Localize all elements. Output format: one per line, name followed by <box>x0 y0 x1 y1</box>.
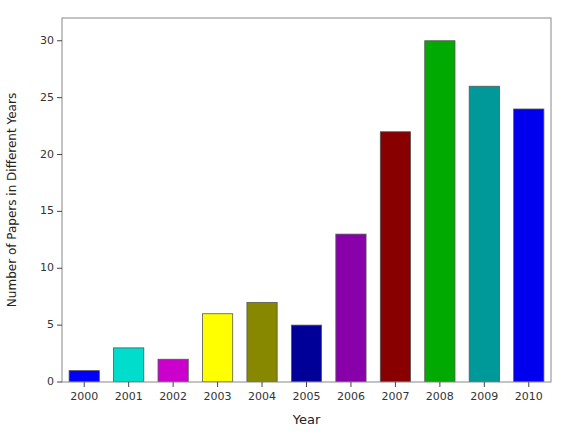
bar <box>69 371 99 382</box>
chart-container: 0 5 10 15 20 25 30 2000 2001 2002 2003 2004 2005 2006… <box>0 0 567 434</box>
y-tick-label: 0 <box>47 375 54 388</box>
bar <box>291 325 321 382</box>
y-tick-label: 20 <box>40 148 54 161</box>
x-tick <box>528 382 529 387</box>
x-tick-label: 2003 <box>204 390 232 403</box>
x-tick-label: 2006 <box>337 390 365 403</box>
y-tick <box>57 382 62 383</box>
bar <box>202 314 232 382</box>
x-tick <box>306 382 307 387</box>
x-tick <box>350 382 351 387</box>
x-tick-label: 2004 <box>248 390 276 403</box>
bars <box>69 41 544 382</box>
y-tick <box>57 325 62 326</box>
x-tick <box>173 382 174 387</box>
y-tick <box>57 97 62 98</box>
x-tick <box>217 382 218 387</box>
bar <box>114 348 144 382</box>
x-tick-label: 2005 <box>293 390 321 403</box>
x-tick-label: 2000 <box>70 390 98 403</box>
y-axis-label: Number of Papers in Different Years <box>5 93 19 307</box>
bar <box>425 41 455 382</box>
x-tick-label: 2008 <box>426 390 454 403</box>
y-tick <box>57 211 62 212</box>
x-tick-label: 2002 <box>159 390 187 403</box>
x-tick-label: 2009 <box>470 390 498 403</box>
x-axis-label: Year <box>292 412 321 427</box>
bar <box>158 359 188 382</box>
x-tick <box>262 382 263 387</box>
x-tick <box>395 382 396 387</box>
x-tick-label: 2007 <box>381 390 409 403</box>
y-tick <box>57 40 62 41</box>
x-tick <box>484 382 485 387</box>
y-tick-label: 25 <box>40 91 54 104</box>
y-tick-label: 30 <box>40 34 54 47</box>
plot-frame <box>62 18 551 382</box>
chart-svg: 0 5 10 15 20 25 30 2000 2001 2002 2003 2004 2005 2006… <box>0 0 567 434</box>
y-tick <box>57 268 62 269</box>
bar <box>247 302 277 382</box>
bar <box>514 109 544 382</box>
y-tick-label: 15 <box>40 204 54 217</box>
bar <box>469 86 499 382</box>
x-tick <box>439 382 440 387</box>
bar <box>380 132 410 382</box>
x-tick <box>128 382 129 387</box>
x-tick-label: 2001 <box>115 390 143 403</box>
x-tick <box>84 382 85 387</box>
bar <box>336 234 366 382</box>
x-tick-label: 2010 <box>515 390 543 403</box>
y-tick-label: 5 <box>47 318 54 331</box>
y-tick-label: 10 <box>40 261 54 274</box>
y-tick <box>57 154 62 155</box>
